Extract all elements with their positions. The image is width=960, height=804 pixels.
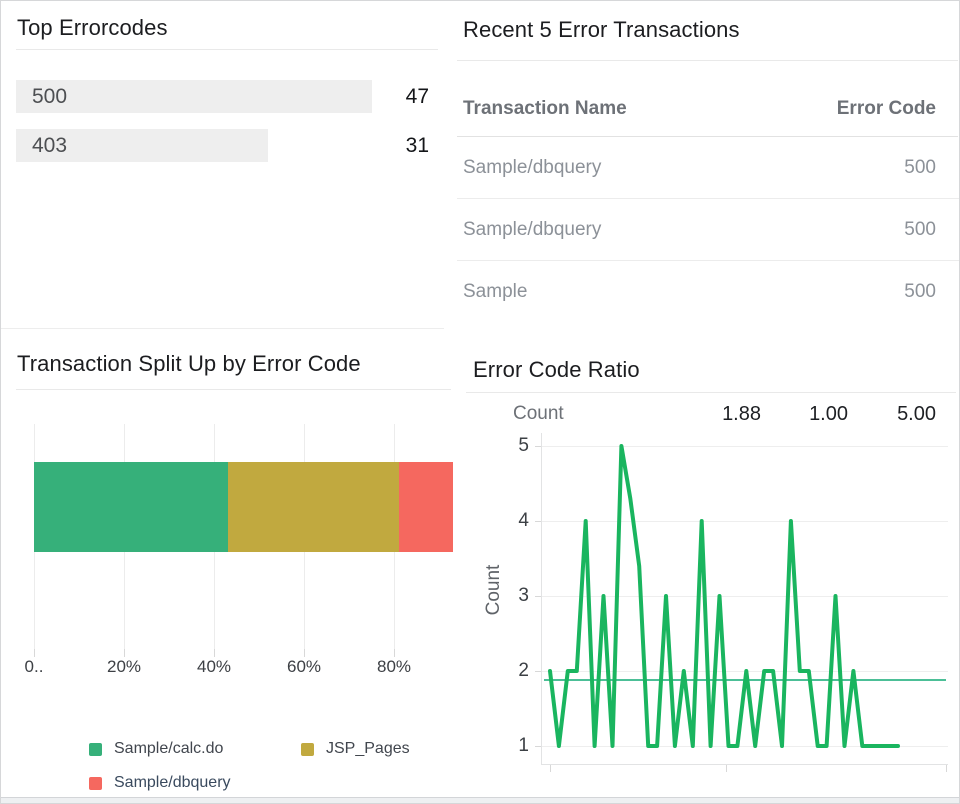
y-axis-tick [535,521,541,522]
y-axis-tick [535,746,541,747]
title-divider [16,49,438,50]
y-tick-label: 1 [518,735,529,756]
x-tick-label: 60% [286,657,322,676]
gridline [541,746,948,747]
line-chart-plot: 5432114:2114:51 [518,433,948,772]
y-axis-tick [535,671,541,672]
line-chart-stats: Count 1.88 1.00 5.00 [457,403,959,427]
column-transaction-name: Transaction Name [463,98,627,119]
title-divider [466,392,956,393]
axis-tick [214,649,215,657]
column-error-code: Error Code [836,98,936,119]
errorcode-bar[interactable] [16,80,372,113]
errorcode-bar-row: 500 47 [16,80,456,113]
error-code-ratio-title: Error Code Ratio [473,357,640,382]
x-tick-label: 40% [196,657,232,676]
gridline [541,521,948,522]
table-row[interactable]: Sample/dbquery 500 [457,199,959,261]
y-tick-label: 5 [518,435,529,456]
line-chart-canvas [544,444,946,748]
y-tick-label: 3 [518,585,529,606]
x-axis-tick [726,765,727,772]
axis-tick [394,649,395,657]
errorcode-bar-row: 403 31 [16,129,456,162]
axis-tick [124,649,125,657]
stat-max: 5.00 [897,403,936,425]
gridline [541,596,948,597]
metric-label: Count [513,403,564,424]
x-tick-label: 20% [106,657,142,676]
legend-label: JSP_Pages [326,740,410,757]
split-up-panel: Transaction Split Up by Error Code 0.. 20… [1,331,459,799]
errorcode-value: 47 [405,85,429,108]
table-row[interactable]: Sample/dbquery 500 [457,137,959,199]
errorcode-label: 403 [32,134,68,157]
legend-label: Sample/calc.do [114,740,224,757]
stat-average: 1.88 [722,403,761,425]
y-axis-tick [535,446,541,447]
axis-tick [304,649,305,657]
transaction-name-cell: Sample/dbquery [463,218,602,240]
panel-bottom-divider [1,328,444,329]
bar-segment-sample-calc-do[interactable] [34,462,228,552]
table-row[interactable]: Sample 500 [457,261,959,323]
errorcode-bar[interactable] [16,129,268,162]
x-tick-label: 80% [376,657,412,676]
title-divider [457,60,958,61]
bar-segment-jsp-pages[interactable] [227,462,399,552]
legend-swatch-icon [89,742,102,756]
stacked-bar-xlabels: 0.. 20% 40% 60% 80% [25,657,454,679]
stat-min: 1.00 [809,403,848,425]
legend-item-sample-dbquery[interactable]: Sample/dbquery [89,774,231,792]
transaction-name-cell: Sample [463,281,528,302]
error-code-cell: 500 [904,281,936,302]
table-header: Transaction Name Error Code [463,98,936,120]
x-axis-tick [550,765,551,772]
y-tick-label: 4 [518,510,529,531]
legend-item-jsp-pages[interactable]: JSP_Pages [301,740,410,758]
top-errorcodes-title: Top Errorcodes [17,15,168,40]
top-errorcodes-panel: Top Errorcodes 500 47 403 31 [1,1,456,331]
header-divider [457,136,958,137]
error-code-ratio-panel: Error Code Ratio Count 1.88 1.00 5.00 Co… [457,339,959,799]
y-axis-line [541,433,542,764]
count-series-line[interactable] [548,444,900,748]
transaction-rows: Sample/dbquery 500 Sample/dbquery 500 Sample… [457,137,959,323]
gridline [541,446,948,447]
errorcode-label: 500 [32,85,68,108]
stacked-bar-plot [34,424,454,657]
title-divider [16,389,451,390]
error-code-cell: 500 [904,218,936,240]
split-up-title: Transaction Split Up by Error Code [17,351,361,376]
x-tick-label: 0.. [24,657,44,676]
error-code-cell: 500 [904,156,936,178]
legend-label: Sample/dbquery [114,774,231,791]
axis-tick [34,649,35,657]
transaction-name-cell: Sample/dbquery [463,156,602,178]
recent-transactions-panel: Recent 5 Error Transactions Transaction … [457,1,959,339]
y-tick-label: 2 [518,660,529,681]
bar-segment-sample-dbquery[interactable] [398,462,453,552]
legend-swatch-icon [89,776,102,790]
errorcode-value: 31 [405,134,429,157]
bottom-scrollbar-strip [1,797,959,803]
x-axis-line [541,764,948,765]
x-axis-tick [946,765,947,772]
y-axis-tick [535,596,541,597]
recent-transactions-title: Recent 5 Error Transactions [463,17,740,42]
legend-item-sample-calc-do[interactable]: Sample/calc.do [89,740,223,758]
stacked-bar [34,462,453,552]
legend-swatch-icon [301,742,314,756]
